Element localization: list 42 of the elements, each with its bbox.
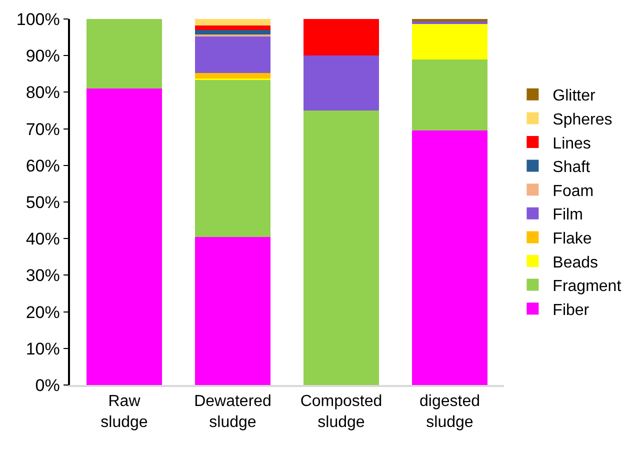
bar: [194, 36, 271, 74]
bar: [86, 19, 162, 89]
y-tick-label: 100%: [16, 10, 60, 29]
bar: [412, 60, 488, 131]
legend-label: Glitter: [552, 88, 596, 105]
bar: [194, 34, 271, 37]
x-tick-label: digested sludge: [420, 392, 480, 431]
bar: [303, 56, 380, 110]
y-tick-label: 90%: [26, 46, 60, 66]
x-tick-label: Composted sludge: [300, 392, 382, 431]
bar: [303, 110, 380, 385]
legend-label: Lines: [552, 135, 591, 152]
bar: [194, 236, 271, 385]
legend-label: Spheres: [552, 111, 612, 128]
bar: [412, 23, 488, 60]
bar: [412, 19, 488, 22]
bar: [194, 79, 271, 237]
bar: [194, 73, 271, 78]
y-tick-label: 80%: [26, 83, 60, 102]
y-tick-label: 10%: [26, 339, 60, 358]
x-tick-label: Dewatered sludge: [194, 392, 272, 431]
bar: [194, 19, 271, 26]
x-tick-label: Raw sludge: [100, 392, 148, 431]
legend-label: Foam: [552, 182, 594, 200]
y-tick-label: 40%: [26, 230, 60, 249]
y-tick-label: 0%: [35, 376, 60, 395]
y-tick-label: 50%: [26, 192, 60, 212]
bar: [86, 88, 162, 385]
y-tick-label: 60%: [26, 156, 60, 176]
legend-label: Fragment: [552, 278, 622, 296]
legend-label: Film: [552, 206, 583, 224]
bar: [303, 19, 380, 56]
bar: [412, 130, 488, 385]
legend-label: Fiber: [552, 302, 590, 319]
y-tick-label: 20%: [26, 302, 60, 322]
bar: [194, 30, 271, 34]
legend-label: Shaft: [552, 159, 591, 176]
y-tick-label: 30%: [26, 266, 60, 286]
legend-label: Beads: [552, 254, 598, 272]
bar: [194, 26, 271, 30]
y-tick-label: 70%: [26, 120, 60, 139]
legend-label: Flake: [552, 230, 592, 248]
